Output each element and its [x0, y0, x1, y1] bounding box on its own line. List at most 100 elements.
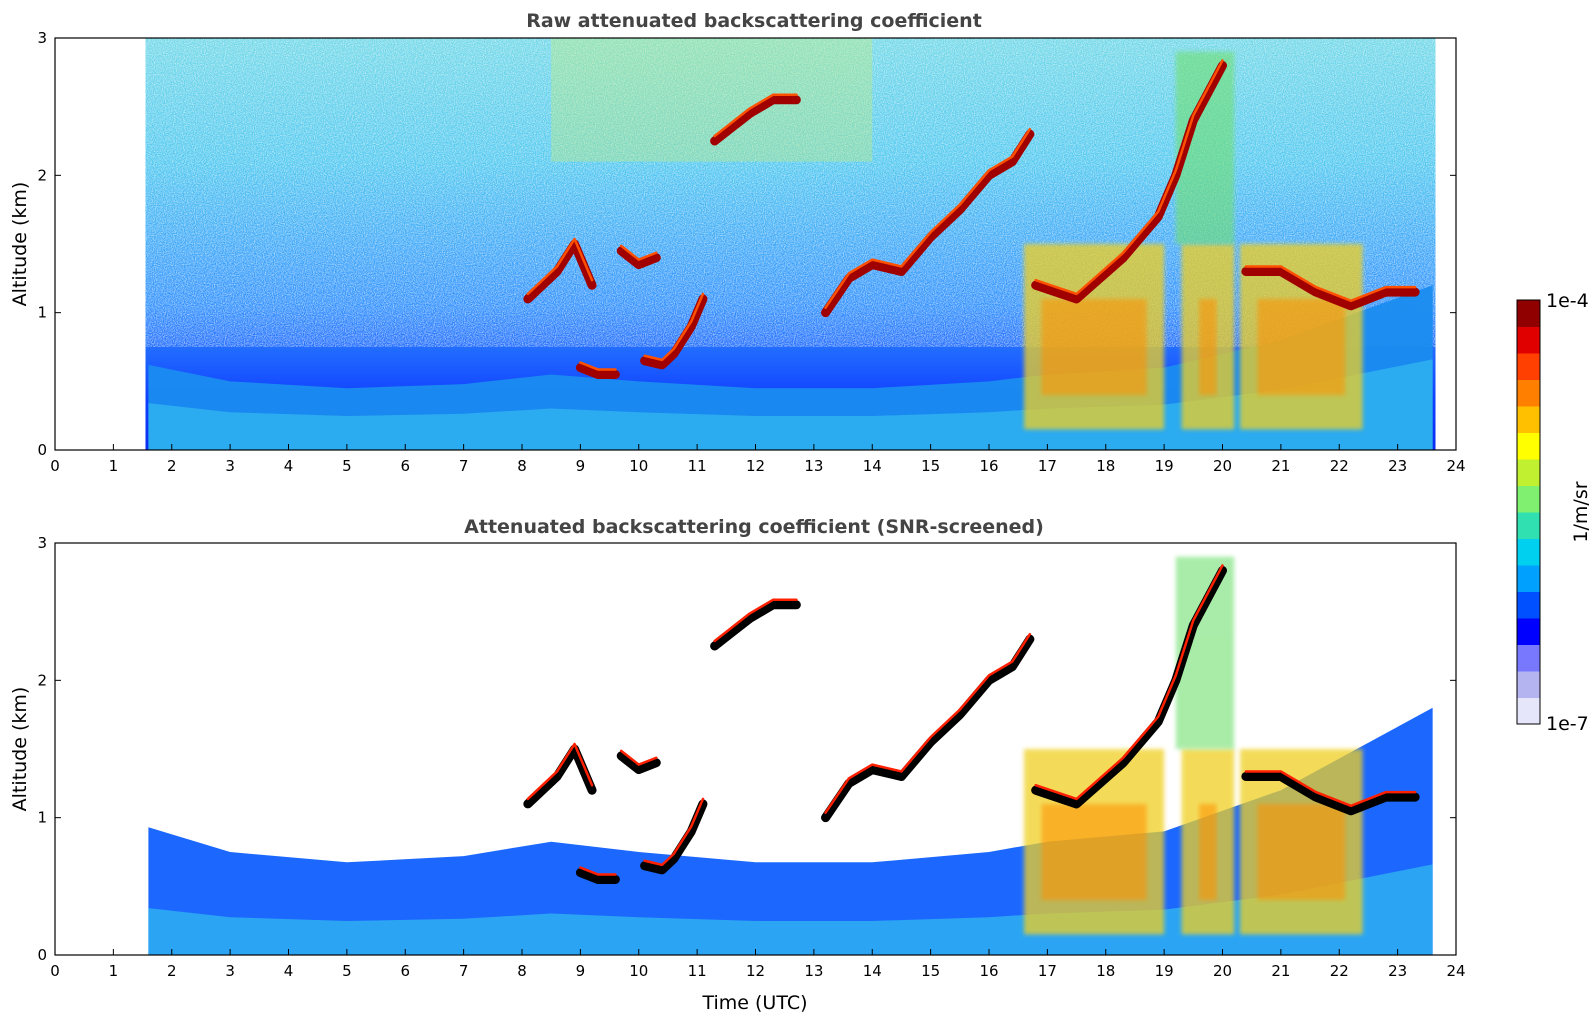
x-tick-label: 22	[1330, 962, 1349, 980]
colorbar-scale	[1517, 300, 1540, 725]
cloud-layer	[523, 239, 597, 304]
colorbar-segment	[1517, 326, 1540, 354]
x-tick-label: 13	[804, 457, 823, 475]
y-axis: 0 1 2 3	[37, 534, 1456, 964]
colorbar-segment	[1517, 538, 1540, 566]
convective-core	[1041, 803, 1147, 901]
x-tick-label: 8	[517, 457, 527, 475]
colorbar-frame	[1516, 299, 1541, 725]
x-tick-label: 22	[1330, 457, 1349, 475]
cloud-layer-edge	[526, 237, 594, 296]
colorbar-segment	[1517, 697, 1540, 725]
x-tick-label: 24	[1446, 457, 1465, 475]
cloud-layer	[575, 363, 620, 379]
x-tick-label: 18	[1096, 457, 1115, 475]
x-tick-label: 3	[225, 457, 235, 475]
colorbar-segment	[1517, 591, 1540, 619]
cloud-layer-edge	[824, 127, 1032, 309]
x-tick-label: 23	[1388, 457, 1407, 475]
x-tick-label: 16	[979, 962, 998, 980]
cloud-layer	[1241, 771, 1420, 816]
y-tick-label: 2	[37, 166, 47, 184]
x-tick-label: 4	[284, 457, 294, 475]
x-tick-label: 5	[342, 962, 352, 980]
cloud-layer	[616, 751, 661, 775]
colorbar-segment	[1517, 406, 1540, 433]
x-tick-label: 15	[921, 962, 940, 980]
x-tick-label: 24	[1446, 962, 1465, 980]
x-tick-label: 20	[1213, 962, 1232, 980]
x-tick-label: 8	[517, 962, 527, 980]
colorbar-min-label: 1e-7	[1546, 713, 1589, 735]
x-tick-label: 4	[284, 962, 294, 980]
cloud-layer	[1031, 60, 1227, 304]
colorbar: 1e-4 1e-7 1/m/sr	[1516, 290, 1592, 735]
cloud-layer	[821, 634, 1035, 823]
y-tick-label: 1	[37, 304, 47, 322]
convective-core	[1041, 298, 1147, 396]
x-axis: 0 1 2 3 4 5 6 7 8 9 10 11 12 13 14 15 16 17 18 19 20 21 22 23 24	[50, 444, 1466, 475]
convective-core	[1257, 803, 1346, 901]
cloud-layer-edge	[1244, 770, 1417, 808]
colorbar-segment	[1517, 432, 1540, 460]
x-tick-label: 3	[225, 962, 235, 980]
cloud-layer	[1241, 266, 1420, 311]
x-tick-label: 9	[576, 962, 586, 980]
cloud-layer	[821, 129, 1035, 318]
colorbar-unit-label: 1/m/sr	[1570, 481, 1592, 542]
x-tick-label: 10	[629, 962, 648, 980]
x-tick-label: 2	[167, 457, 177, 475]
x-tick-label: 19	[1155, 457, 1174, 475]
chart-title: Raw attenuated backscattering coefficien…	[526, 10, 982, 32]
cloud-layer-edge	[713, 598, 798, 643]
colorbar-segment	[1517, 379, 1540, 407]
x-tick-label: 10	[629, 457, 648, 475]
cloud-layer-edge	[713, 93, 798, 138]
cloud-layer	[640, 799, 708, 875]
convective-core	[1199, 803, 1217, 901]
x-tick-label: 21	[1271, 457, 1290, 475]
snr-screened-panel: Attenuated backscattering coefficient (S…	[9, 516, 1466, 1014]
cloud-layer	[1031, 565, 1227, 809]
cloud-layer-edge	[643, 797, 705, 867]
cloud-layer-edge	[526, 742, 594, 801]
y-tick-label: 0	[37, 441, 47, 459]
cloud-layer-edge	[1034, 59, 1224, 296]
plot-area	[145, 38, 1436, 450]
cloud-layer	[575, 868, 620, 884]
cloud-layer-edge	[824, 632, 1032, 814]
y-axis-label: Altitude (km)	[9, 182, 31, 307]
x-tick-label: 14	[863, 962, 882, 980]
x-tick-label: 13	[804, 962, 823, 980]
x-tick-label: 23	[1388, 962, 1407, 980]
x-tick-label: 7	[459, 962, 469, 980]
x-tick-label: 9	[576, 457, 586, 475]
colorbar-max-label: 1e-4	[1546, 290, 1589, 312]
cloud-layer-edge	[579, 866, 617, 876]
raw-backscatter-panel: Raw attenuated backscattering coefficien…	[9, 10, 1466, 475]
y-tick-label: 2	[37, 671, 47, 689]
colorbar-segment	[1517, 459, 1540, 486]
x-axis-label: Time (UTC)	[701, 992, 807, 1014]
x-tick-label: 14	[863, 457, 882, 475]
chart-title: Attenuated backscattering coefficient (S…	[464, 516, 1044, 538]
x-tick-label: 2	[167, 962, 177, 980]
y-axis: 0 1 2 3	[37, 29, 1456, 459]
x-axis: 0 1 2 3 4 5 6 7 8 9 10 11 12 13 14 15 16 17 18 19 20 21 22 23 24	[50, 949, 1466, 980]
cloud-layer-edge	[579, 361, 617, 371]
colorbar-segment	[1517, 618, 1540, 645]
cloud-layer	[710, 600, 801, 651]
cloud-layer-edge	[1034, 564, 1224, 801]
x-tick-label: 17	[1038, 962, 1057, 980]
cloud-layer-edge	[619, 749, 658, 766]
cloud-layer	[710, 95, 801, 146]
cloud-layer-edge	[1244, 265, 1417, 303]
x-tick-label: 1	[109, 457, 119, 475]
x-tick-label: 15	[921, 457, 940, 475]
x-tick-label: 11	[688, 457, 707, 475]
plot-area	[145, 543, 1436, 955]
x-tick-label: 16	[979, 457, 998, 475]
y-tick-label: 3	[37, 534, 47, 552]
x-tick-label: 1	[109, 962, 119, 980]
